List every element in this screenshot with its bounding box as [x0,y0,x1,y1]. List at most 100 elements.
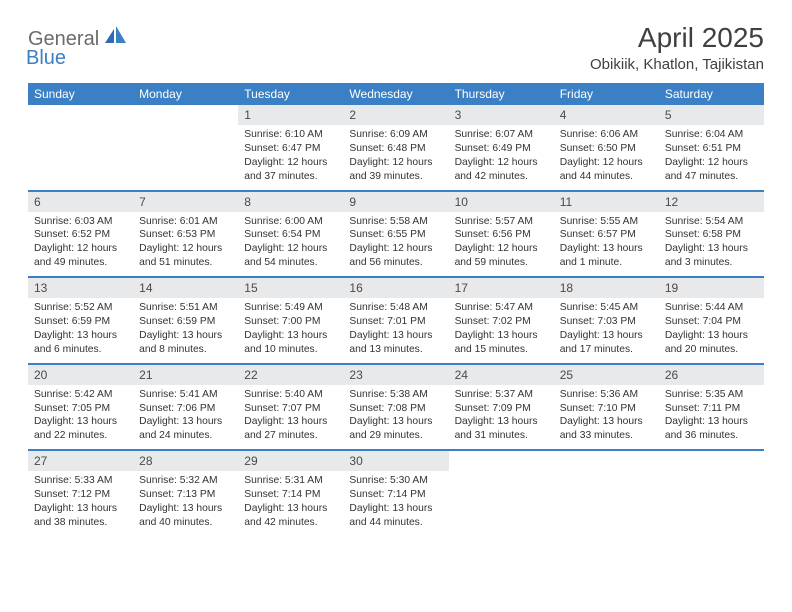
day-info: Sunrise: 5:58 AMSunset: 6:55 PMDaylight:… [343,212,448,277]
sunrise-line: Sunrise: 5:42 AM [34,389,112,400]
calendar-empty-cell [449,450,554,536]
daylight-line: Daylight: 13 hours and 20 minutes. [665,330,748,355]
day-number: 3 [449,105,554,125]
daylight-line: Daylight: 12 hours and 42 minutes. [455,157,538,182]
calendar-day-cell: 30Sunrise: 5:30 AMSunset: 7:14 PMDayligh… [343,450,448,536]
calendar-day-cell: 7Sunrise: 6:01 AMSunset: 6:53 PMDaylight… [133,191,238,278]
logo-text-blue: Blue [26,47,66,69]
day-number: 18 [554,278,659,298]
calendar-day-cell: 8Sunrise: 6:00 AMSunset: 6:54 PMDaylight… [238,191,343,278]
day-number: 10 [449,192,554,212]
calendar-day-cell: 20 Sunrise: 5:42 AM Sunset: 7:05 PM Dayligh… [28,364,133,451]
day-number: 19 [659,278,764,298]
calendar-day-cell: 13Sunrise: 5:52 AMSunset: 6:59 PMDayligh… [28,277,133,364]
day-info: Sunrise: 5:38 AMSunset: 7:08 PMDaylight:… [343,385,448,450]
day-info: Sunrise: 5:32 AMSunset: 7:13 PMDaylight:… [133,471,238,536]
day-info: Sunrise: 6:03 AMSunset: 6:52 PMDaylight:… [28,212,133,277]
sunset-line: Sunset: 6:50 PM [560,143,636,154]
calendar-day-cell: 14Sunrise: 5:51 AMSunset: 6:59 PMDayligh… [133,277,238,364]
day-header: Saturday [659,83,764,105]
calendar-day-cell: 15Sunrise: 5:49 AMSunset: 7:00 PMDayligh… [238,277,343,364]
day-number: 12 [659,192,764,212]
day-info: Sunrise: 5:52 AMSunset: 6:59 PMDaylight:… [28,298,133,363]
sunset-line: Sunset: 6:57 PM [560,229,636,240]
day-number: 21 [133,365,238,385]
sunrise-line: Sunrise: 5:41 AM [139,389,217,400]
calendar-day-cell: 23Sunrise: 5:38 AMSunset: 7:08 PMDayligh… [343,364,448,451]
calendar-body: 1Sunrise: 6:10 AMSunset: 6:47 PMDaylight… [28,105,764,536]
sunrise-line: Sunrise: 5:49 AM [244,302,322,313]
day-info: Sunrise: 5:49 AMSunset: 7:00 PMDaylight:… [238,298,343,363]
day-number: 11 [554,192,659,212]
day-header: Thursday [449,83,554,105]
daylight-line: Daylight: 13 hours and 17 minutes. [560,330,643,355]
day-info: Sunrise: 5:33 AMSunset: 7:12 PMDaylight:… [28,471,133,536]
day-info: Sunrise: 5:54 AMSunset: 6:58 PMDaylight:… [659,212,764,277]
calendar-week-row: 27Sunrise: 5:33 AMSunset: 7:12 PMDayligh… [28,450,764,536]
daylight-line: Daylight: 13 hours and 8 minutes. [139,330,222,355]
day-header: Monday [133,83,238,105]
sunrise-line: Sunrise: 6:04 AM [665,129,743,140]
daylight-line: Daylight: 12 hours and 37 minutes. [244,157,327,182]
calendar-day-cell: 10Sunrise: 5:57 AMSunset: 6:56 PMDayligh… [449,191,554,278]
calendar-day-cell: 16Sunrise: 5:48 AMSunset: 7:01 PMDayligh… [343,277,448,364]
day-info: Sunrise: 6:09 AMSunset: 6:48 PMDaylight:… [343,125,448,190]
day-number: 2 [343,105,448,125]
day-info: Sunrise: 5:31 AMSunset: 7:14 PMDaylight:… [238,471,343,536]
calendar-day-cell: 3Sunrise: 6:07 AMSunset: 6:49 PMDaylight… [449,105,554,191]
calendar-day-cell: 29Sunrise: 5:31 AMSunset: 7:14 PMDayligh… [238,450,343,536]
sunrise-line: Sunrise: 5:58 AM [349,216,427,227]
sunset-line: Sunset: 7:09 PM [455,403,531,414]
day-number: 15 [238,278,343,298]
sunset-line: Sunset: 7:10 PM [560,403,636,414]
calendar-week-row: 6Sunrise: 6:03 AMSunset: 6:52 PMDaylight… [28,191,764,278]
day-number: 28 [133,451,238,471]
sunset-line: Sunset: 7:05 PM [34,403,110,414]
header: General April 2025 Obikiik, Khatlon, Taj… [28,22,764,73]
sunset-line: Sunset: 7:07 PM [244,403,320,414]
calendar-empty-cell [659,450,764,536]
day-number: 7 [133,192,238,212]
sunset-line: Sunset: 7:13 PM [139,489,215,500]
calendar-day-cell: 5Sunrise: 6:04 AMSunset: 6:51 PMDaylight… [659,105,764,191]
day-number: 6 [28,192,133,212]
day-number: 13 [28,278,133,298]
daylight-line: Daylight: 13 hours and 10 minutes. [244,330,327,355]
day-number: 16 [343,278,448,298]
daylight-line: Daylight: 13 hours and 1 minute. [560,243,643,268]
sunrise-line: Sunrise: 5:38 AM [349,389,427,400]
sunrise-line: Sunrise: 6:07 AM [455,129,533,140]
day-number: 23 [343,365,448,385]
day-info: Sunrise: 5:36 AMSunset: 7:10 PMDaylight:… [554,385,659,450]
day-number: 20 [28,365,133,385]
day-info: Sunrise: 5:57 AMSunset: 6:56 PMDaylight:… [449,212,554,277]
calendar-day-cell: 28Sunrise: 5:32 AMSunset: 7:13 PMDayligh… [133,450,238,536]
title-block: April 2025 Obikiik, Khatlon, Tajikistan [590,22,764,73]
day-number: 14 [133,278,238,298]
sunrise-line: Sunrise: 5:36 AM [560,389,638,400]
calendar-week-row: 1Sunrise: 6:10 AMSunset: 6:47 PMDaylight… [28,105,764,191]
calendar-day-cell: 18Sunrise: 5:45 AMSunset: 7:03 PMDayligh… [554,277,659,364]
daylight-line: Daylight: 13 hours and 42 minutes. [244,503,327,528]
day-number: 25 [554,365,659,385]
calendar-day-cell: 2Sunrise: 6:09 AMSunset: 6:48 PMDaylight… [343,105,448,191]
day-number: 1 [238,105,343,125]
daylight-line: Daylight: 13 hours and 13 minutes. [349,330,432,355]
calendar-day-cell: 1Sunrise: 6:10 AMSunset: 6:47 PMDaylight… [238,105,343,191]
calendar-day-cell: 22Sunrise: 5:40 AMSunset: 7:07 PMDayligh… [238,364,343,451]
sunset-line: Sunset: 7:02 PM [455,316,531,327]
sunrise-line: Sunrise: 5:47 AM [455,302,533,313]
daylight-line: Daylight: 12 hours and 39 minutes. [349,157,432,182]
day-number: 29 [238,451,343,471]
sunset-line: Sunset: 6:47 PM [244,143,320,154]
daylight-line: Daylight: 13 hours and 31 minutes. [455,416,538,441]
day-number: 27 [28,451,133,471]
daylight-line: Daylight: 13 hours and 38 minutes. [34,503,117,528]
daylight-line: Daylight: 13 hours and 22 minutes. [34,416,117,441]
sunset-line: Sunset: 7:03 PM [560,316,636,327]
sunrise-line: Sunrise: 6:01 AM [139,216,217,227]
day-info: Sunrise: 5:44 AMSunset: 7:04 PMDaylight:… [659,298,764,363]
sunset-line: Sunset: 6:55 PM [349,229,425,240]
day-header: Tuesday [238,83,343,105]
sunrise-line: Sunrise: 5:48 AM [349,302,427,313]
